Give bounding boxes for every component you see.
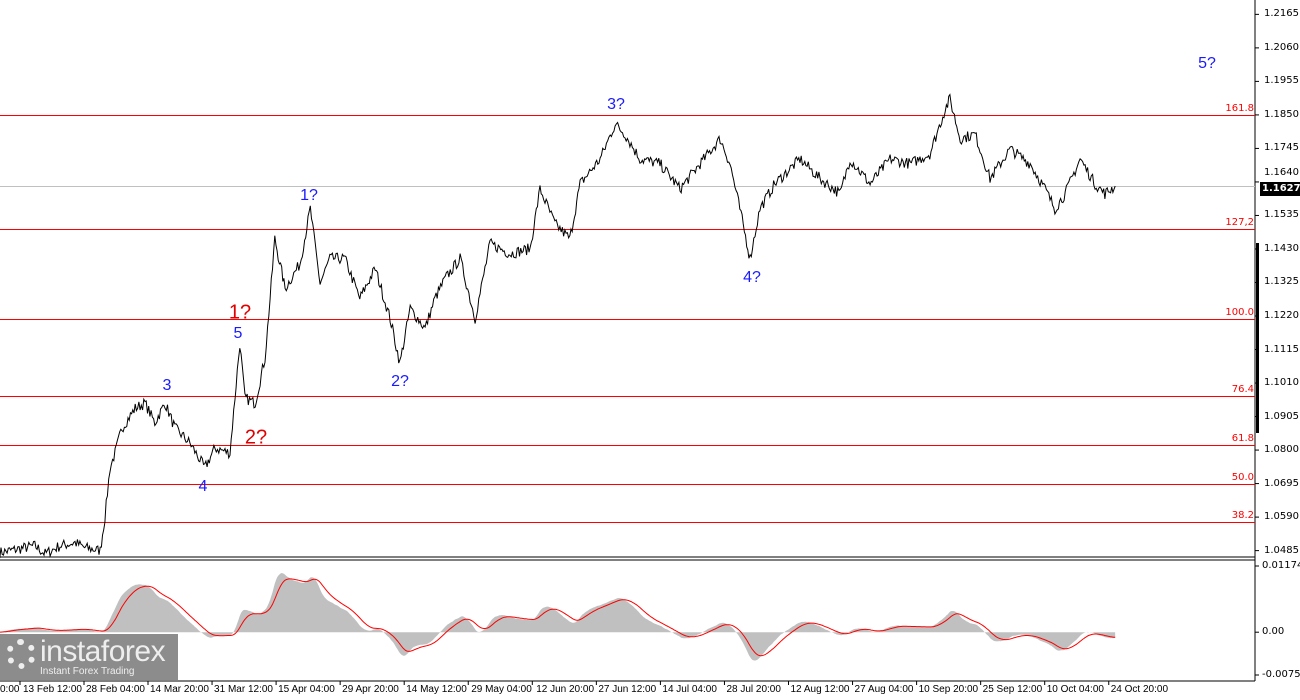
time-tick-label: 28 Jul 20:00	[726, 684, 781, 695]
fib-level-label: 161.8	[1225, 102, 1254, 114]
histogram	[0, 573, 1116, 661]
fib-level-label: 61.8	[1231, 432, 1254, 444]
time-tick-label: 12 Aug 12:00	[790, 684, 850, 695]
time-tick-label: 27 Jun 12:00	[598, 684, 657, 695]
indicator-tick-label: 0.00	[1262, 626, 1285, 638]
price-series	[0, 93, 1116, 559]
price-tick-label: 1.2060	[1264, 41, 1299, 53]
time-tick-label: 12 Jun 20:00	[536, 684, 595, 695]
logo-tagline: Instant Forex Trading	[40, 666, 135, 677]
price-tick-label: 1.1115	[1264, 343, 1299, 355]
time-tick-label: 31 Mar 12:00	[214, 684, 273, 695]
price-tick-label: 1.1430	[1264, 242, 1299, 254]
time-tick-label: 24 Oct 20:00	[1110, 684, 1169, 695]
instaforex-logo: instaforex Instant Forex Trading	[0, 634, 178, 680]
price-tick-label: 1.0590	[1264, 511, 1299, 523]
fib-level-label: 50.0	[1231, 471, 1254, 483]
time-tick-label: 29 Apr 20:00	[342, 684, 399, 695]
price-tick-label: 1.1010	[1264, 377, 1299, 389]
wave-label: 4?	[743, 269, 761, 286]
wave-label: 1?	[228, 301, 252, 324]
logo-name: instaforex	[40, 635, 166, 668]
price-tick-label: 1.1220	[1264, 310, 1299, 321]
price-tick-label: 1.1640	[1264, 166, 1299, 178]
wave-label: 2?	[244, 426, 268, 449]
fib-level-label: 38.2	[1231, 509, 1254, 521]
price-tick-label: 1.1535	[1264, 209, 1299, 221]
wave-label: 3?	[607, 96, 625, 113]
price-tick-label: 1.0905	[1264, 410, 1299, 422]
time-tick-label: 29 May 04:00	[471, 684, 532, 695]
price-tick-label: 1.0800	[1264, 444, 1299, 456]
price-tick-label: 1.1745	[1264, 142, 1299, 154]
price-tick-label: 1.2165	[1264, 8, 1299, 20]
fib-level-label: 127,2	[1225, 216, 1254, 228]
time-tick-label: 14 May 12:00	[406, 684, 467, 695]
time-tick-label: 25 Sep 12:00	[982, 684, 1043, 695]
time-tick-label: 14 Mar 20:00	[150, 684, 209, 695]
wave-label: 3	[162, 377, 172, 394]
price-tick-label: 1.1325	[1264, 276, 1299, 288]
wave-label: 4	[198, 478, 208, 495]
time-tick-label: 13 Feb 12:00	[23, 684, 82, 695]
fib-level-label: 100.0	[1225, 306, 1254, 318]
time-tick-label: 15 Apr 04:00	[278, 684, 335, 695]
wave-label: 2?	[391, 373, 409, 390]
time-tick-label: 10 Oct 04:00	[1046, 684, 1104, 695]
time-tick-label: 28 Feb 04:00	[86, 684, 145, 695]
gear-logo-icon	[6, 639, 36, 669]
scrollbar	[1256, 243, 1259, 433]
price-tick-label: 1.0485	[1264, 544, 1299, 556]
price-tick-label: 1.1850	[1264, 108, 1299, 120]
wave-label: 1?	[300, 187, 318, 204]
price-tick-label: 1.0695	[1264, 477, 1299, 489]
indicator-tick-label: -0.00759	[1262, 669, 1300, 680]
signal-line	[0, 578, 1116, 657]
price-tick-label: 1.1955	[1264, 75, 1299, 87]
indicator-tick-label: 0.01174	[1262, 560, 1300, 571]
time-tick-label: 27 Aug 04:00	[854, 684, 914, 695]
fib-level-label: 76.4	[1231, 383, 1254, 395]
current-price-tag: 1.1627	[1260, 181, 1300, 196]
time-tick-label: 14 Jul 04:00	[662, 684, 717, 695]
time-tick-label: 0:00	[0, 684, 20, 695]
wave-label: 5	[233, 325, 243, 342]
wave-label: 5?	[1198, 55, 1216, 72]
time-tick-label: 10 Sep 20:00	[918, 684, 979, 695]
